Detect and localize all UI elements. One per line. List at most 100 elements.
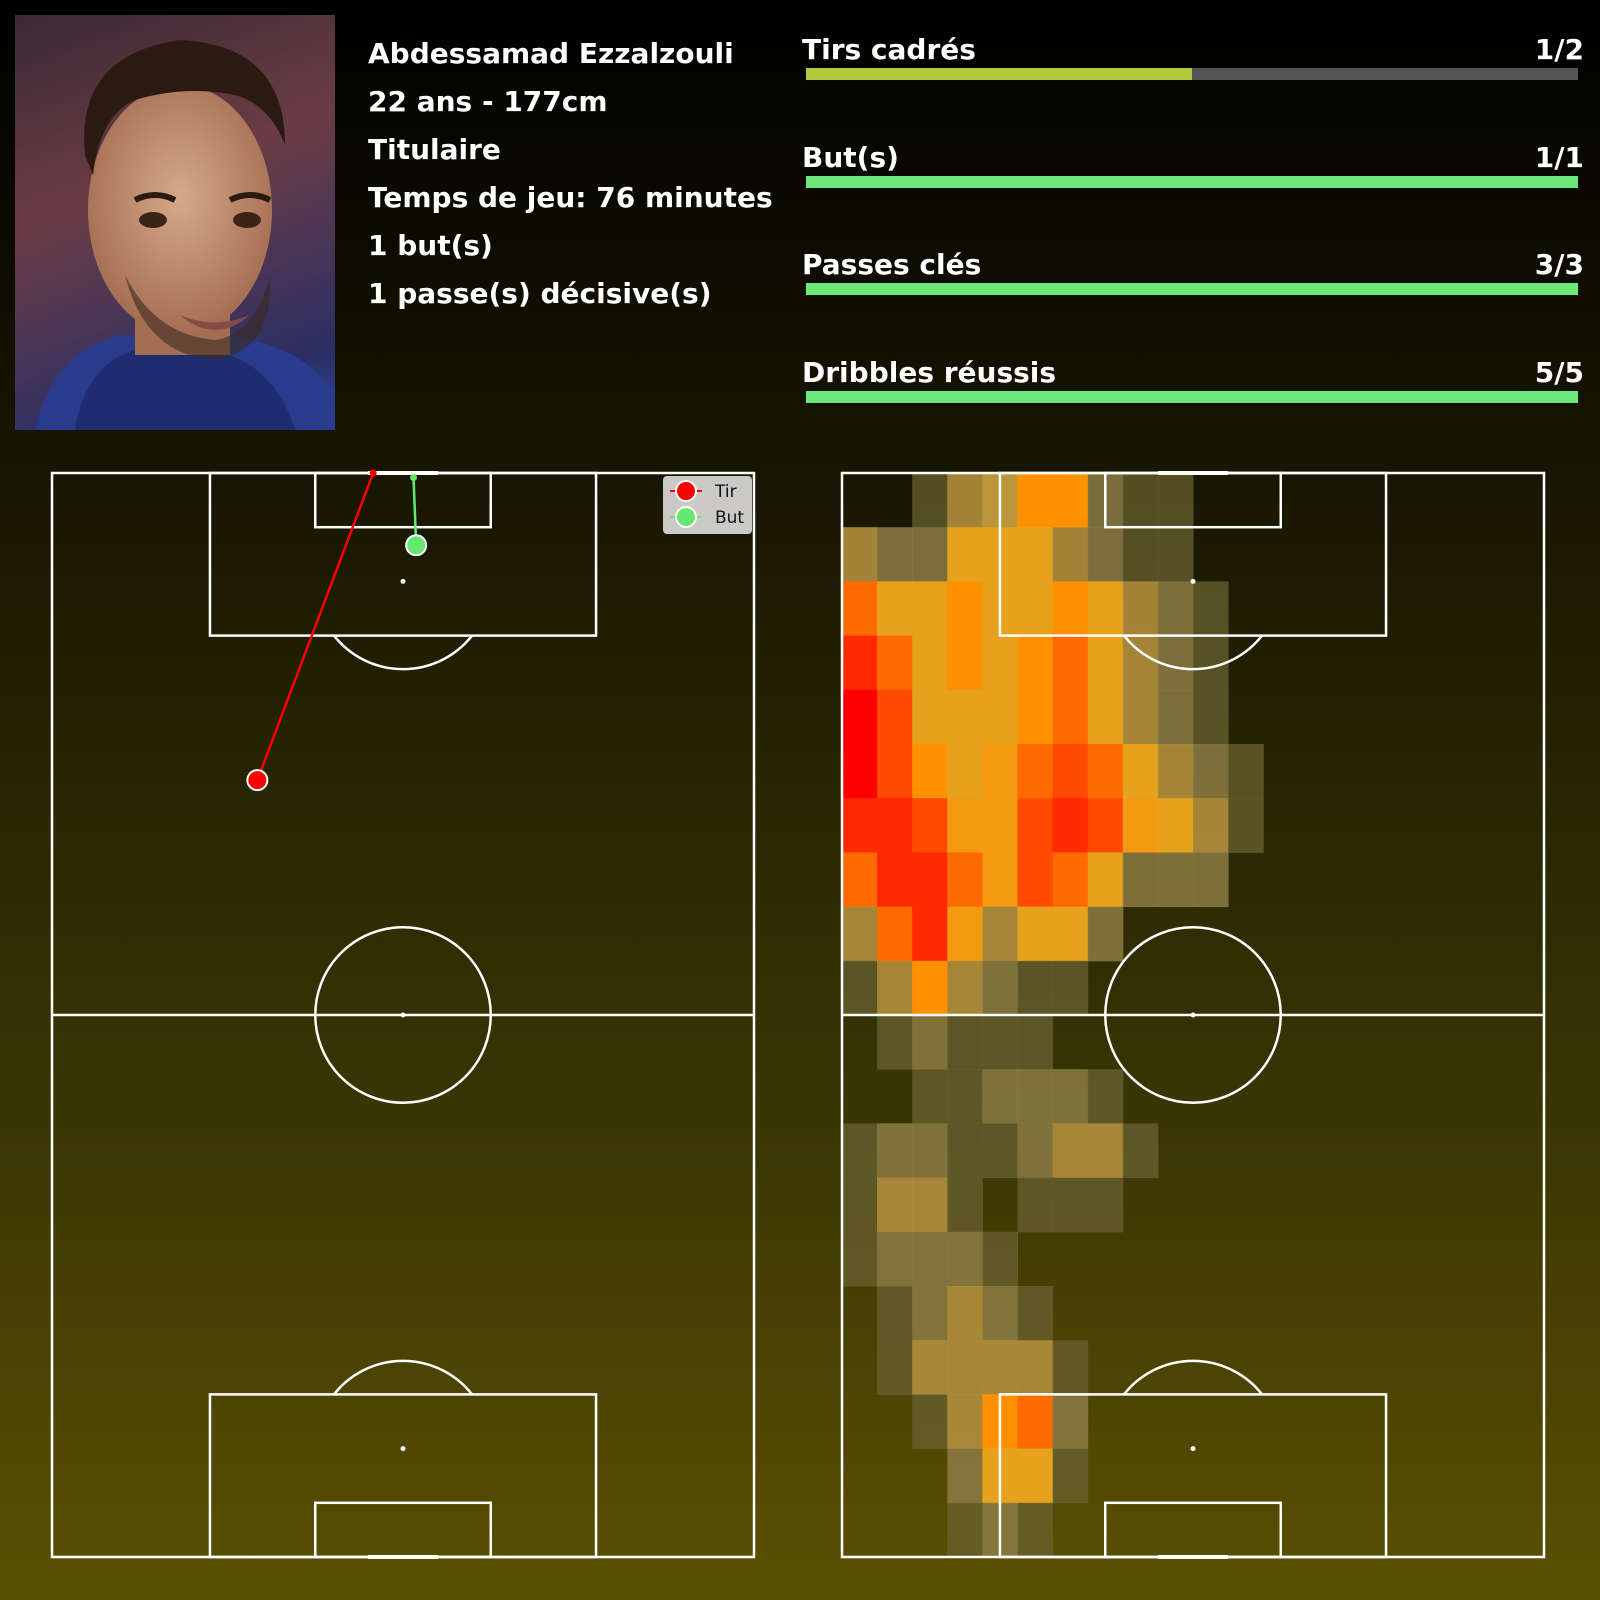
heatmap-cell xyxy=(877,1123,913,1179)
heatmap-cells xyxy=(842,473,1264,1558)
heatmap-cell xyxy=(842,635,878,691)
heatmap-cell xyxy=(947,960,983,1016)
heatmap-cell xyxy=(842,1177,878,1233)
heatmap-cell xyxy=(1087,744,1124,799)
heatmap-cell xyxy=(982,1286,1018,1341)
heatmap-cell xyxy=(842,581,878,637)
stat-bar-track xyxy=(806,283,1578,295)
heatmap-cell xyxy=(912,744,948,799)
heatmap-cell xyxy=(982,852,1018,908)
heatmap-cell xyxy=(982,689,1018,745)
heatmap-cell xyxy=(1122,852,1159,908)
heatmap-cell xyxy=(842,744,878,799)
stat-bar-fill xyxy=(806,176,1578,188)
stat-label: Tirs cadrés xyxy=(802,33,976,66)
heatmap-cell xyxy=(912,1015,948,1070)
shot-end-but xyxy=(410,474,418,482)
heatmap-cell xyxy=(1087,689,1124,745)
heatmap-cell xyxy=(1193,689,1229,745)
heatmap-cell xyxy=(912,1340,948,1395)
player-assists: 1 passe(s) décisive(s) xyxy=(368,277,712,310)
heatmap-cell xyxy=(1017,744,1054,799)
heatmap-cell xyxy=(947,1448,983,1504)
heatmap-cell xyxy=(1157,744,1194,799)
heatmap-cell xyxy=(1087,527,1124,582)
heatmap-cell xyxy=(947,1231,983,1287)
heatmap-cell xyxy=(842,1123,878,1179)
heatmap-cell xyxy=(842,906,878,962)
penalty-arc-top xyxy=(333,634,473,671)
shot-trajectory-but xyxy=(412,477,418,546)
heatmap-cell xyxy=(842,1231,878,1287)
heatmap-cell xyxy=(877,581,913,637)
heatmap-cell xyxy=(1193,744,1229,799)
stat-goals: But(s) 1/1 xyxy=(802,141,1584,201)
heatmap-cell xyxy=(877,744,913,799)
heatmap-cell xyxy=(1017,635,1054,691)
heatmap-cell xyxy=(1052,960,1089,1016)
heatmap-cell xyxy=(1052,1069,1089,1124)
heatmap-cell xyxy=(1122,689,1159,745)
six-yard-box-bottom xyxy=(314,1501,492,1559)
heatmap-cell xyxy=(842,527,878,582)
heatmap-cell xyxy=(912,581,948,637)
heatmap-cell xyxy=(947,1015,983,1070)
penalty-spot-bottom xyxy=(1190,1446,1196,1452)
heatmap-cell xyxy=(982,798,1018,853)
heatmap-cell xyxy=(947,527,983,582)
heatmap-cell xyxy=(1157,852,1194,908)
heatmap-cell xyxy=(1193,581,1229,637)
heatmap-cell xyxy=(1017,798,1054,853)
shot-map: Tir But xyxy=(50,469,756,1559)
heatmap-cell xyxy=(947,635,983,691)
heatmap-cell xyxy=(1052,1340,1089,1395)
heatmap-cell xyxy=(982,906,1018,962)
heatmap-cell xyxy=(877,1286,913,1341)
heatmap-cell xyxy=(1157,527,1194,582)
heatmap-cell xyxy=(947,581,983,637)
stat-label: Dribbles réussis xyxy=(802,356,1057,389)
heatmap-cell xyxy=(1122,527,1159,582)
heatmap-cell xyxy=(912,852,948,908)
stat-label: But(s) xyxy=(802,141,899,174)
heatmap-cell xyxy=(1017,581,1054,637)
heatmap-cell xyxy=(982,1123,1018,1179)
heat-map xyxy=(840,471,1546,1559)
heatmap-cell xyxy=(1193,798,1229,853)
heatmap-cell xyxy=(1157,581,1194,637)
heatmap-cell xyxy=(1052,581,1089,637)
heatmap-cell xyxy=(1052,744,1089,799)
heatmap-cell xyxy=(912,1069,948,1124)
heatmap-cell xyxy=(912,473,948,528)
penalty-arc-bottom xyxy=(1123,1359,1263,1396)
heatmap-cell xyxy=(982,1069,1018,1124)
heatmap-cell xyxy=(1017,473,1054,528)
heatmap-cell xyxy=(982,1231,1018,1287)
center-circle xyxy=(314,926,492,1104)
heatmap-cell xyxy=(1017,960,1054,1016)
heatmap-cell xyxy=(1157,473,1194,528)
heatmap-cell xyxy=(947,473,983,528)
heatmap-cell xyxy=(947,1069,983,1124)
stat-shots-on-target: Tirs cadrés 1/2 xyxy=(802,33,1584,93)
heatmap-cell xyxy=(1228,798,1264,853)
penalty-spot-bottom xyxy=(400,1446,406,1452)
stat-value: 3/3 xyxy=(1534,248,1584,281)
stat-bar-fill xyxy=(806,283,1578,295)
heatmap-cell xyxy=(1087,635,1124,691)
center-spot xyxy=(1190,1012,1196,1018)
heatmap-cell xyxy=(1157,689,1194,745)
heatmap-cell xyxy=(1017,689,1054,745)
heatmap-cell xyxy=(1017,852,1054,908)
heatmap-cell xyxy=(877,1015,913,1070)
heatmap-cell xyxy=(1052,473,1089,528)
heatmap-cell xyxy=(1052,527,1089,582)
shot-marks xyxy=(246,469,428,792)
heatmap-cell xyxy=(912,1123,948,1179)
heatmap-cell xyxy=(912,1394,948,1450)
heatmap-cell xyxy=(947,1123,983,1179)
heatmap-cell xyxy=(842,852,878,908)
heatmap-cell xyxy=(1087,1123,1124,1179)
penalty-arc-top xyxy=(1123,634,1263,671)
heatmap-cell xyxy=(912,635,948,691)
